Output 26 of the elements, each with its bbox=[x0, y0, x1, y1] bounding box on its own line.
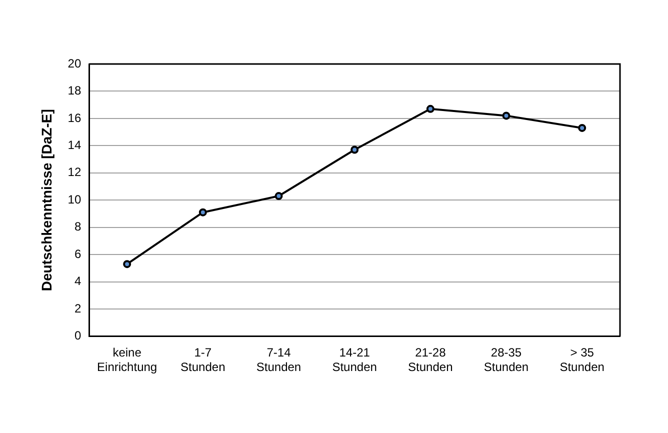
x-tick-label: 28-35 Stunden bbox=[484, 346, 529, 374]
point bbox=[350, 146, 359, 154]
point bbox=[578, 124, 586, 132]
x-tick-label: keine Einrichtung bbox=[97, 346, 158, 374]
y-tick-label: 14 bbox=[68, 138, 82, 152]
x-tick-label: 7-14 Stunden bbox=[256, 346, 302, 374]
y-tick-label: 10 bbox=[68, 192, 82, 206]
y-tick-label: 18 bbox=[68, 84, 82, 98]
y-tick-label: 6 bbox=[74, 246, 82, 261]
y-axis-title: Deutschkenntnisse [DaZ-E] bbox=[38, 109, 54, 292]
point bbox=[198, 208, 207, 216]
point bbox=[502, 112, 510, 120]
point bbox=[426, 104, 434, 113]
y-tick-label: 8 bbox=[74, 220, 82, 234]
y-tick-label: 0 bbox=[74, 328, 82, 343]
point bbox=[123, 260, 132, 268]
y-tick-label: 12 bbox=[68, 165, 82, 180]
x-tick-label: 21-28 Stunden bbox=[408, 346, 453, 374]
y-tick-label: 20 bbox=[68, 56, 82, 70]
y-tick-label: 4 bbox=[74, 274, 82, 288]
y-tick-label: 16 bbox=[68, 110, 82, 125]
x-tick-label: 14-21 Stunden bbox=[332, 346, 377, 374]
x-tick-label: 1-7 Stunden bbox=[180, 346, 226, 374]
y-tick-label: 2 bbox=[74, 301, 82, 316]
point bbox=[274, 192, 283, 200]
x-tick-label: > 35 Stunden bbox=[560, 346, 604, 374]
